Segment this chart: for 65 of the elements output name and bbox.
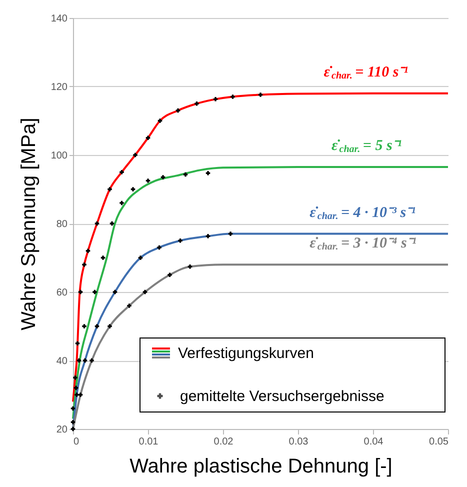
point xyxy=(70,420,76,424)
point xyxy=(178,238,182,243)
point xyxy=(258,92,263,97)
point xyxy=(146,178,150,183)
point xyxy=(120,170,124,174)
line-series xyxy=(72,92,449,403)
point xyxy=(176,108,180,113)
y-axis-title: Wahre Spannung [MPa] xyxy=(18,118,40,330)
line-series xyxy=(72,166,449,420)
point xyxy=(70,406,76,411)
point xyxy=(73,376,78,380)
point xyxy=(228,232,233,236)
point xyxy=(92,290,97,294)
point xyxy=(146,136,150,140)
point xyxy=(130,187,136,192)
x-tick-label: 0.05 xyxy=(429,436,449,448)
point xyxy=(100,256,106,260)
point xyxy=(76,358,82,363)
point xyxy=(90,358,94,363)
point xyxy=(94,324,100,328)
point xyxy=(168,272,172,277)
point xyxy=(82,358,88,363)
point xyxy=(94,221,100,226)
point xyxy=(75,341,80,346)
y-tick-label: 140 xyxy=(50,14,68,24)
point xyxy=(86,248,90,254)
point xyxy=(188,264,192,269)
point xyxy=(82,262,86,267)
point xyxy=(120,200,124,206)
point xyxy=(74,392,79,397)
x-tick-label: 0 xyxy=(74,436,80,448)
x-axis-title: Wahre plastische Dehnung [-] xyxy=(130,456,392,478)
y-tick-label: 120 xyxy=(50,82,68,93)
x-tick-label: 0.02 xyxy=(214,436,234,448)
point xyxy=(108,187,112,192)
point xyxy=(206,234,210,238)
point xyxy=(78,290,83,294)
x-tick-label: 0.03 xyxy=(288,436,309,448)
point xyxy=(138,256,143,260)
point xyxy=(213,97,218,102)
point xyxy=(157,245,162,250)
point xyxy=(183,172,188,177)
point xyxy=(194,102,199,106)
point xyxy=(160,175,166,180)
point xyxy=(82,324,86,328)
point xyxy=(158,118,162,123)
y-tick-label: 40 xyxy=(56,356,68,367)
y-tick-label: 80 xyxy=(56,219,68,230)
point xyxy=(142,290,148,294)
point xyxy=(78,392,83,397)
x-tick-label: 0.04 xyxy=(364,436,384,448)
point xyxy=(108,324,112,328)
point xyxy=(110,221,114,226)
point xyxy=(230,94,235,99)
point xyxy=(133,152,138,158)
legend-label: gemittelte Versuchsergebnisse xyxy=(180,388,384,405)
y-tick-label: 60 xyxy=(56,288,68,298)
legend-label: Verfestigungskurven xyxy=(178,345,314,362)
point xyxy=(127,304,132,308)
x-tick-label: 0.01 xyxy=(138,436,159,448)
point xyxy=(206,171,210,176)
point xyxy=(112,290,118,294)
y-tick-label: 20 xyxy=(56,424,68,436)
y-tick-label: 100 xyxy=(50,150,68,162)
point xyxy=(74,386,78,390)
